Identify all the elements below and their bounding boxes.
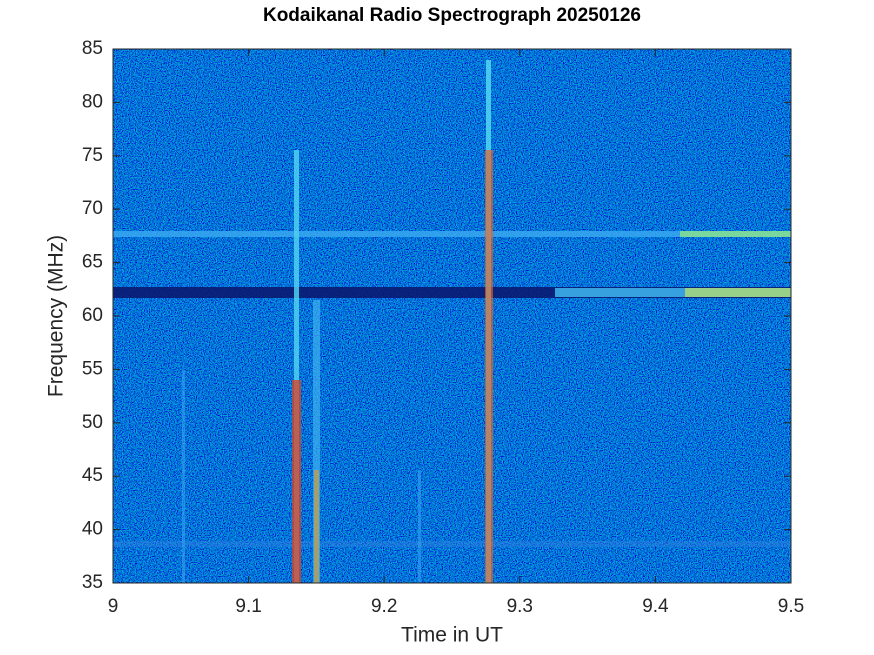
y-tick-label: 40 [82, 519, 103, 540]
y-tick-label: 80 [82, 91, 103, 112]
y-tick-label: 55 [82, 358, 103, 379]
spectrogram-image [113, 49, 791, 583]
spectral-feature [113, 231, 791, 237]
x-tick-label: 9.3 [507, 596, 533, 617]
spectral-feature [555, 288, 791, 297]
spectral-feature [314, 470, 319, 583]
spectral-feature [294, 150, 299, 583]
x-axis-label: Time in UT [401, 624, 503, 647]
spectral-feature [680, 231, 791, 237]
spectral-feature [685, 288, 791, 297]
y-axis-label: Frequency (MHz) [45, 235, 68, 397]
noise [113, 49, 791, 583]
spectral-feature [113, 541, 791, 547]
spectral-feature [182, 370, 185, 583]
y-tick-label: 60 [82, 305, 103, 326]
x-tick-label: 9.2 [371, 596, 397, 617]
x-tick-label: 9 [108, 596, 119, 617]
y-tick-label: 50 [82, 412, 103, 433]
y-tick-label: 85 [82, 38, 103, 59]
x-tick-label: 9.4 [642, 596, 669, 617]
x-tick-label: 9.5 [778, 596, 804, 617]
y-tick-label: 75 [82, 145, 103, 166]
y-tick-label: 35 [82, 572, 103, 593]
spectral-feature [113, 287, 791, 298]
spectral-feature [292, 380, 301, 583]
spectral-feature [418, 470, 421, 583]
y-tick-label: 65 [82, 252, 103, 273]
spectral-feature [485, 150, 493, 583]
spectral-feature [313, 300, 320, 583]
y-tick-label: 45 [82, 465, 103, 486]
chart-title: Kodaikanal Radio Spectrograph 20250126 [263, 5, 641, 26]
y-tick-label: 70 [82, 198, 103, 219]
x-tick-label: 9.1 [235, 596, 261, 617]
